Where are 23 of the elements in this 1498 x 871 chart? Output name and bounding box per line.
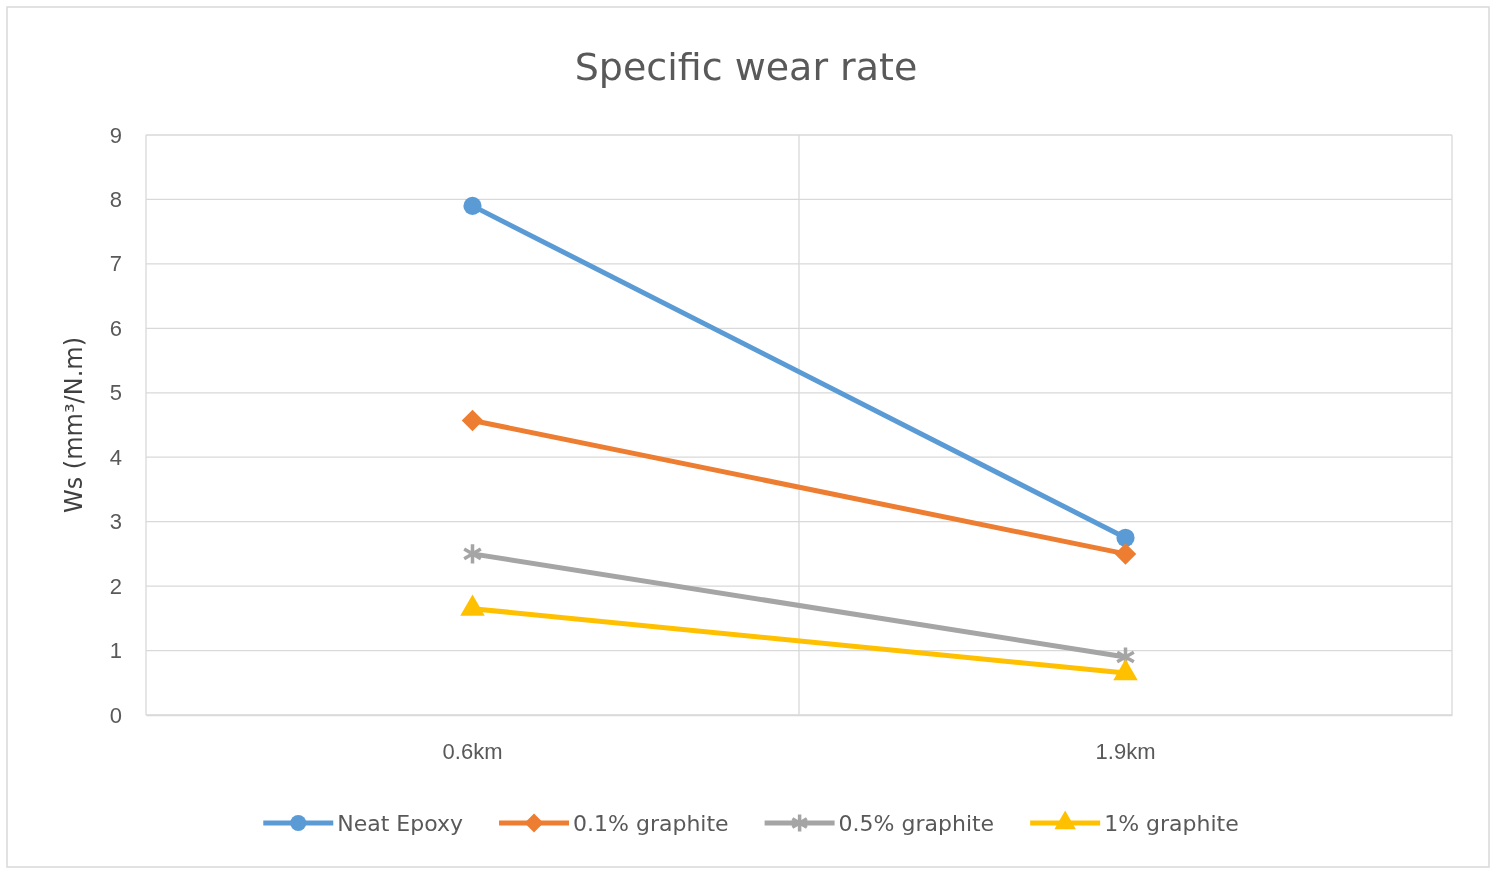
y-tick-label: 2 (109, 573, 122, 599)
legend-label: 0.1% graphite (573, 811, 729, 836)
point (463, 196, 482, 215)
legend-label: Neat Epoxy (337, 811, 464, 836)
y-tick-label: 7 (109, 251, 122, 277)
point (1116, 528, 1135, 547)
y-tick-label: 1 (109, 638, 122, 664)
x-tick-label: 0.6km (442, 738, 503, 764)
y-tick-label: 4 (109, 444, 122, 470)
legend-label: 1% graphite (1104, 811, 1239, 836)
x-tick-label: 1.9km (1095, 738, 1156, 764)
point (461, 409, 484, 432)
point (462, 542, 483, 566)
y-axis-title: Ws (mm³/N.m) (60, 336, 88, 514)
legend-label: 0.5% graphite (838, 811, 995, 836)
chart-title: Specific wear rate (574, 45, 918, 89)
y-tick-label: 5 (109, 380, 122, 406)
y-tick-label: 0 (109, 702, 122, 728)
y-tick-label: 9 (109, 122, 122, 148)
y-tick-label: 8 (109, 186, 122, 212)
y-tick-label: 6 (109, 315, 122, 341)
point (1114, 543, 1137, 565)
y-tick-label: 3 (109, 509, 122, 535)
